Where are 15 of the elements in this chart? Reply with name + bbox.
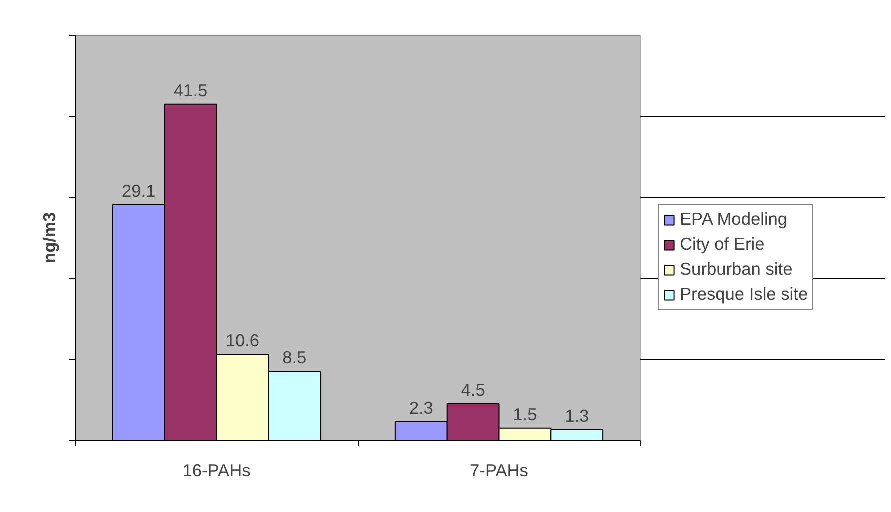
data-label: 2.3 <box>409 398 434 418</box>
x-tick-label: 7-PAHs <box>470 460 529 480</box>
x-tick-label: 16-PAHs <box>182 460 252 480</box>
data-label: 10.6 <box>226 330 260 351</box>
data-label: 29.1 <box>122 180 156 201</box>
data-label: 1.3 <box>565 406 590 426</box>
data-label: 41.5 <box>174 80 208 100</box>
data-label: 8.5 <box>282 348 307 368</box>
legend-label: City of Erie <box>680 234 765 255</box>
data-label: 1.5 <box>513 404 538 424</box>
data-label: 4.5 <box>461 380 486 400</box>
legend-label: Presque Isle site <box>680 284 808 305</box>
y-axis-title: ng/m3 <box>40 212 60 264</box>
legend-label: Surburban site <box>680 259 793 280</box>
legend-label: EPA Modeling <box>680 209 788 230</box>
